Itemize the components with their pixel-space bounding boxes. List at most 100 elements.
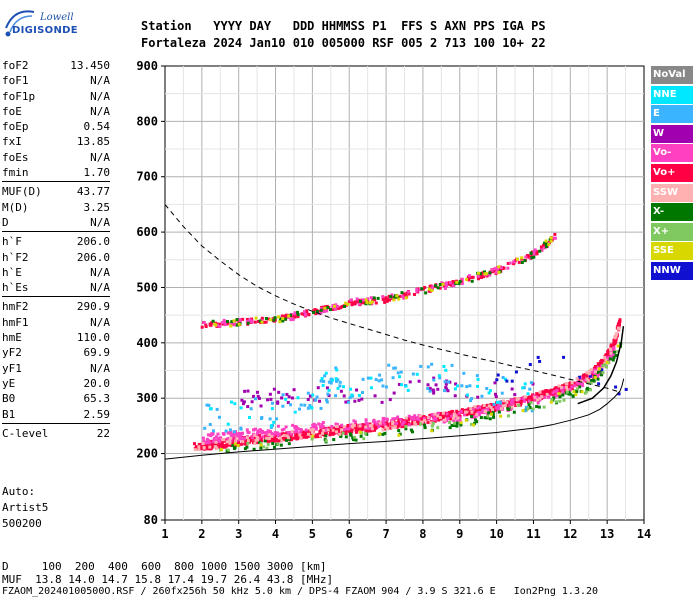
x-tick-label: 12 (563, 527, 577, 541)
echo-point-nne (342, 385, 346, 389)
echo-point-second-hop (392, 298, 396, 302)
echo-point-second-hop (477, 271, 481, 275)
echo-point-second-hop (496, 266, 500, 270)
echo-point-second-hop (210, 321, 214, 325)
param-name: yF2 (2, 346, 22, 360)
echo-point-x-minus (243, 447, 247, 451)
echo-point-vo-minus (239, 437, 243, 441)
echo-point-nnw (536, 355, 540, 359)
echo-point-ssw (540, 395, 544, 399)
echo-point-e (338, 380, 342, 384)
param-name: yF1 (2, 361, 22, 375)
param-name: yE (2, 376, 16, 390)
echo-point-nne (349, 387, 353, 391)
x-tick-label: 7 (382, 527, 389, 541)
legend-item: Vo- (651, 144, 693, 163)
echo-point-vo-minus (455, 419, 459, 423)
echo-point-x-minus (600, 373, 604, 377)
echo-point-vo-plus (248, 436, 252, 440)
echo-point-second-hop (376, 296, 380, 300)
echo-point-e (469, 399, 473, 403)
echo-point-vo-plus (553, 387, 557, 391)
param-name: foF1 (2, 74, 29, 88)
echo-point-vo-minus (217, 436, 221, 440)
echo-point-w (241, 402, 245, 406)
echo-point-vo-plus (614, 338, 618, 342)
echo-point-x-plus (266, 442, 270, 446)
echo-point-vo-minus (222, 432, 226, 436)
echo-point-w (510, 387, 514, 391)
echo-point-vo-plus (396, 421, 400, 425)
echo-point-ssw (524, 395, 528, 399)
echo-point-vo-plus (537, 392, 541, 396)
echo-point-second-hop (383, 300, 387, 304)
echo-point-vo-minus (229, 430, 233, 434)
echo-point-vo-minus (212, 437, 216, 441)
echo-point-w (373, 394, 377, 398)
echo-point-second-hop (415, 287, 419, 291)
echo-point-e (523, 409, 527, 413)
echo-point-vo-minus (446, 416, 450, 420)
echo-point-ssw (228, 439, 232, 443)
echo-point-x-plus (431, 421, 435, 425)
echo-point-e (468, 384, 472, 388)
echo-point-vo-minus (344, 427, 348, 431)
echo-point-vo-minus (577, 382, 581, 386)
echo-point-e (249, 407, 253, 411)
echo-point-second-hop (431, 285, 435, 289)
echo-point-ssw (358, 424, 362, 428)
param-name: M(D) (2, 200, 29, 214)
echo-point-w (428, 386, 432, 390)
echo-point-vo-minus (230, 433, 234, 437)
echo-point-second-hop (204, 323, 208, 327)
echo-point-e (232, 430, 236, 434)
echo-point-vo-plus (458, 414, 462, 418)
echo-point-w (380, 400, 384, 404)
echo-point-second-hop (232, 319, 236, 323)
echo-point-vo-plus (580, 375, 584, 379)
param-separator (2, 181, 110, 183)
echo-point-ssw (287, 436, 291, 440)
echo-point-second-hop (515, 257, 519, 261)
echo-point-second-hop (279, 317, 283, 321)
echo-point-vo-minus (260, 429, 264, 433)
echo-point-vo-plus (282, 436, 286, 440)
echo-point-vo-plus (305, 435, 309, 439)
echo-point-x-minus (473, 421, 477, 425)
echo-point-vo-plus (373, 428, 377, 432)
echo-point-second-hop (305, 309, 309, 313)
echo-point-vo-minus (457, 411, 461, 415)
echo-point-x-plus (616, 350, 620, 354)
echo-point-vo-plus (543, 390, 547, 394)
echo-point-second-hop (353, 302, 357, 306)
echo-point-nne (442, 364, 446, 368)
echo-point-ssw (265, 436, 269, 440)
echo-point-ssw (593, 370, 597, 374)
echo-point-second-hop (229, 324, 233, 328)
echo-point-e (322, 379, 326, 383)
echo-point-second-hop (530, 256, 534, 260)
echo-point-vo-plus (542, 393, 546, 397)
echo-point-nne (327, 388, 331, 392)
echo-point-vo-plus (346, 423, 350, 427)
echo-point-vo-minus (452, 418, 456, 422)
echo-point-w (344, 400, 348, 404)
echo-point-second-hop (333, 307, 337, 311)
echo-point-ssw (351, 423, 355, 427)
echo-point-second-hop (389, 295, 393, 299)
echo-point-sse (616, 344, 620, 348)
echo-point-vo-plus (407, 417, 411, 421)
echo-point-vo-minus (319, 425, 323, 429)
echo-point-ssw (418, 414, 422, 418)
echo-point-vo-plus (362, 423, 366, 427)
echo-point-second-hop (204, 325, 208, 329)
echo-point-vo-plus (386, 423, 390, 427)
echo-point-second-hop (370, 302, 374, 306)
x-tick-label: 3 (235, 527, 242, 541)
echo-point-vo-minus (511, 402, 515, 406)
echo-point-e (334, 394, 338, 398)
echo-point-second-hop (483, 270, 487, 274)
echo-point-second-hop (390, 293, 394, 297)
echo-point-vo-minus (431, 412, 435, 416)
echo-point-vo-plus (289, 437, 293, 441)
